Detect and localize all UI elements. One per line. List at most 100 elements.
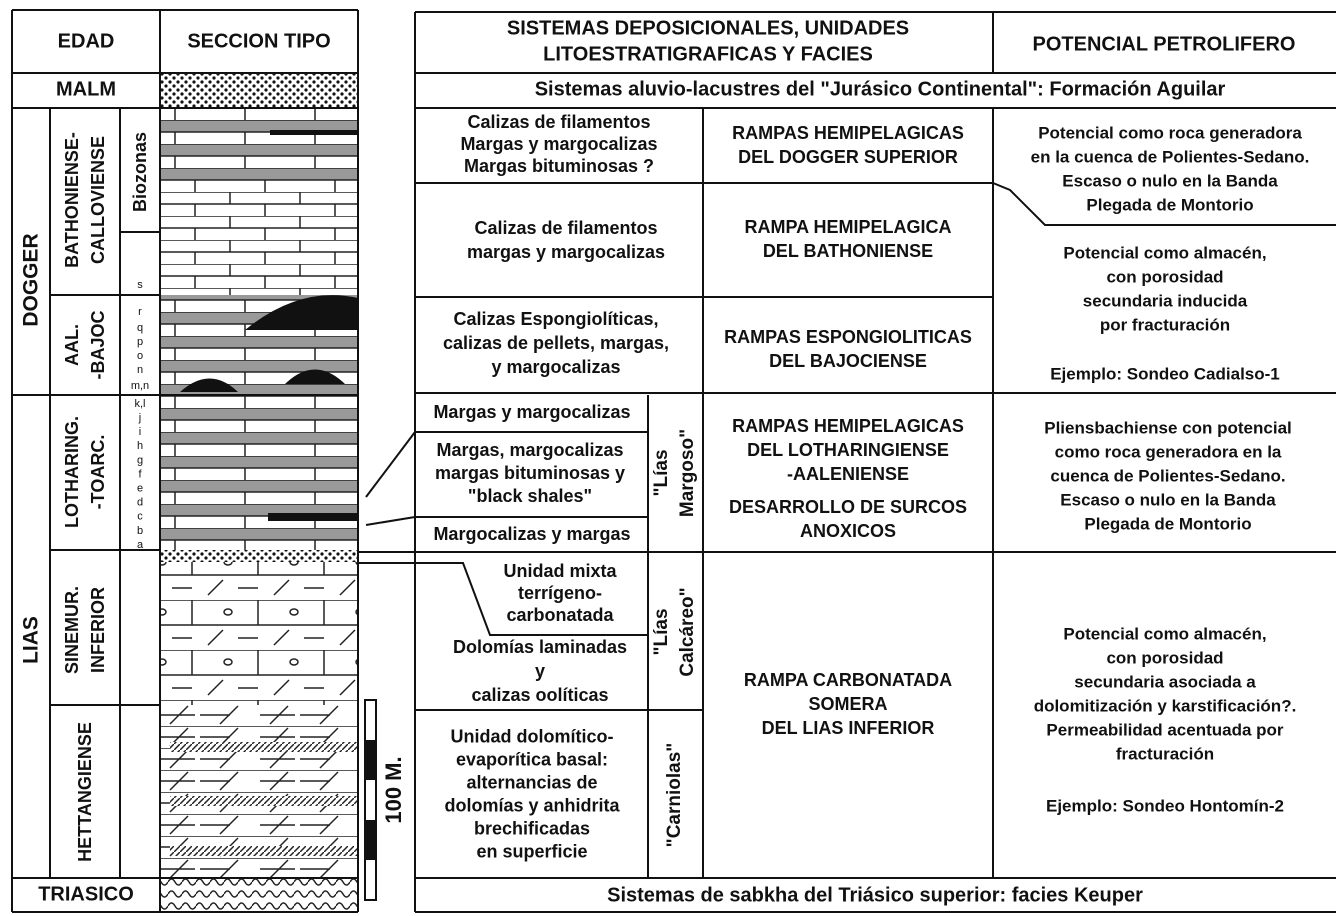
column-header: SECCION TIPO <box>187 30 330 52</box>
facies: margas bituminosas y <box>435 463 625 483</box>
system: DEL BATHONIENSE <box>763 241 933 261</box>
row-label: Sistemas de sabkha del Triásico superior… <box>607 884 1143 906</box>
rule <box>365 431 416 498</box>
scale-block <box>365 740 376 780</box>
potential: como roca generadora en la <box>1055 442 1282 461</box>
biozone-letter: h <box>137 440 143 452</box>
biozone-letter: m,n <box>131 380 149 392</box>
potential: Plegada de Montorio <box>1084 514 1251 533</box>
stage-label: -TOARC. <box>88 435 108 510</box>
system: DEL LOTHARINGIENSE <box>747 440 949 460</box>
rule <box>365 516 416 526</box>
potential: secundaria asociada a <box>1074 672 1256 691</box>
potential: Pliensbachiense con potencial <box>1044 418 1292 437</box>
biozone-letter: o <box>137 350 143 362</box>
facies: Margas y margocalizas <box>433 402 630 422</box>
unit-label: Calcáreo" <box>677 587 698 676</box>
facies: alternancias de <box>466 772 597 792</box>
scale-bar <box>364 699 377 901</box>
unit-label: Margoso" <box>677 429 698 517</box>
age-label: DOGGER <box>20 233 43 326</box>
black-shale <box>268 513 358 521</box>
biozone-letter: j <box>138 412 141 424</box>
row-label: Sistemas aluvio-lacustres del "Jurásico … <box>535 78 1226 100</box>
column-header: EDAD <box>58 30 115 52</box>
potential: en la cuenca de Polientes-Sedano. <box>1031 147 1310 166</box>
age-label: LIAS <box>20 616 43 664</box>
scale-label: 100 M. <box>381 756 406 823</box>
biozone-letter: s <box>137 279 143 291</box>
biozone-letter: c <box>137 511 143 523</box>
facies: Calizas de filamentos <box>474 218 657 238</box>
potential: fracturación <box>1116 744 1214 763</box>
rule <box>992 182 1336 226</box>
system: RAMPAS HEMIPELAGICAS <box>732 123 964 143</box>
stage-label: INFERIOR <box>88 587 108 673</box>
facies: y margocalizas <box>491 357 620 377</box>
biozone-letter: k,l <box>135 398 146 410</box>
potential: Permeabilidad acentuada por <box>1046 720 1284 739</box>
facies: evaporítica basal: <box>456 749 608 769</box>
stage-label: LOTHARING. <box>62 416 82 528</box>
biozone-letter: b <box>137 525 143 537</box>
potential: con porosidad <box>1106 648 1223 667</box>
facies: Margas bituminosas ? <box>464 156 654 176</box>
layer-sand <box>160 550 358 562</box>
age-label: MALM <box>56 78 116 100</box>
system: DEL LIAS INFERIOR <box>762 718 935 738</box>
facies: Unidad dolomítico- <box>451 726 614 746</box>
layer-malm <box>160 73 358 108</box>
potential: Potencial como almacén, <box>1063 243 1266 262</box>
stage-label: CALLOVIENSE <box>88 136 108 264</box>
potential: Escaso o nulo en la Banda <box>1060 490 1276 509</box>
biozone-letter: p <box>137 336 143 348</box>
facies: brechificadas <box>474 818 590 838</box>
system: RAMPAS HEMIPELAGICAS <box>732 416 964 436</box>
scale-block <box>365 820 376 860</box>
facies: Margocalizas y margas <box>433 524 630 544</box>
layer-marl <box>160 395 358 550</box>
unit-label: "Carniolas" <box>664 743 685 848</box>
column-header: SISTEMAS DEPOSICIONALES, UNIDADES <box>507 17 909 39</box>
potential: secundaria inducida <box>1083 291 1248 310</box>
biozone-letter: e <box>137 483 143 495</box>
stage-label: HETTANGIENSE <box>75 722 95 862</box>
potential: con porosidad <box>1106 267 1223 286</box>
biozone-letter: f <box>138 468 142 480</box>
column-header: LITOESTRATIGRAFICAS Y FACIES <box>543 43 873 65</box>
facies: Margas, margocalizas <box>436 440 623 460</box>
stage-label: AAL. <box>62 324 82 366</box>
unit-label: "Lías <box>651 449 672 496</box>
layer-anhydrite <box>170 796 358 806</box>
system: RAMPA CARBONATADA <box>744 670 952 690</box>
layer-oolite <box>160 562 358 705</box>
potential: dolomitización y karstificación?. <box>1034 696 1297 715</box>
sponge-mound <box>245 295 358 330</box>
facies: Calizas Espongiolíticas, <box>453 309 658 329</box>
facies: carbonatada <box>506 605 614 625</box>
column-header: POTENCIAL PETROLIFERO <box>1033 33 1296 55</box>
system: ANOXICOS <box>800 521 896 541</box>
facies: Unidad mixta <box>503 561 617 581</box>
potential: Ejemplo: Sondeo Hontomín-2 <box>1046 796 1284 815</box>
system: DESARROLLO DE SURCOS <box>729 497 967 517</box>
facies: Dolomías laminadas <box>453 637 627 657</box>
facies: en superficie <box>476 841 587 861</box>
facies: margas y margocalizas <box>467 242 665 262</box>
biozone-letter: n <box>137 364 143 376</box>
biozone-letter: a <box>137 539 144 551</box>
age-label: TRIASICO <box>38 883 134 905</box>
facies: calizas de pellets, margas, <box>443 333 669 353</box>
system: RAMPAS ESPONGIOLITICAS <box>724 327 972 347</box>
layer-limestone <box>160 180 358 295</box>
layer-anhydrite <box>170 846 358 856</box>
potential: Potencial como roca generadora <box>1038 123 1302 142</box>
potential: por fracturación <box>1100 315 1230 334</box>
stage-label: BATHONIENSE- <box>62 132 82 268</box>
system: DEL BAJOCIENSE <box>769 351 927 371</box>
facies: "black shales" <box>468 486 592 506</box>
system: -AALENIENSE <box>787 464 909 484</box>
sponge-mound <box>180 369 345 392</box>
potential: Ejemplo: Sondeo Cadialso-1 <box>1050 364 1280 383</box>
section-column <box>160 73 358 912</box>
